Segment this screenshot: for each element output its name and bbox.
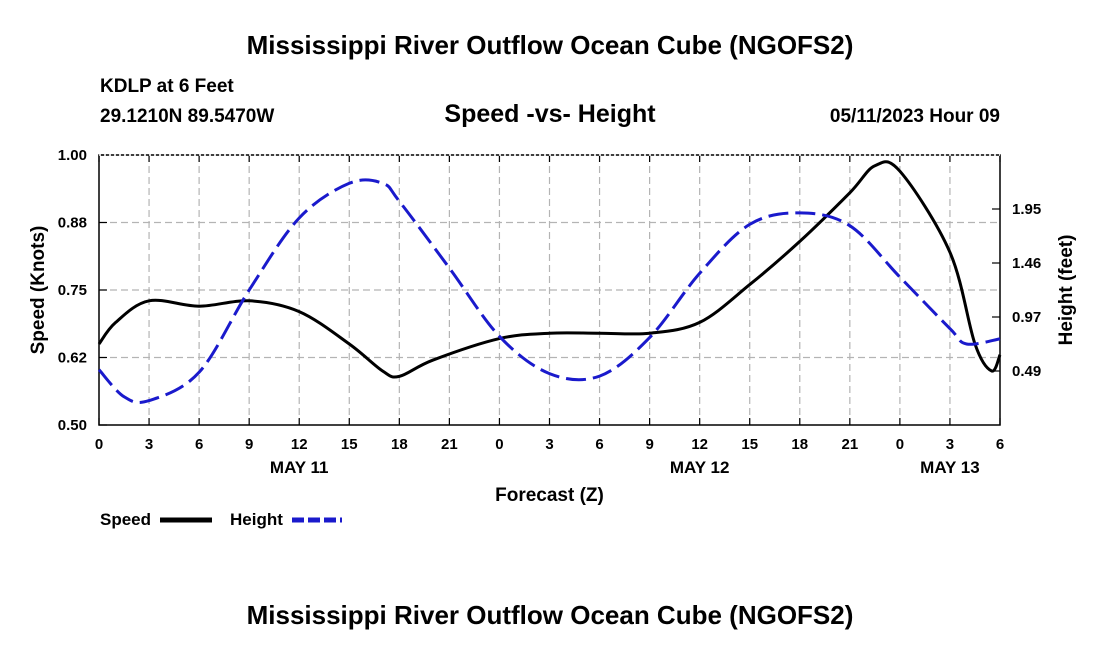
legend-speed-label: Speed xyxy=(100,510,152,529)
x-tick-label: 21 xyxy=(841,436,858,453)
date-label: MAY 11 xyxy=(270,458,329,477)
height-series-line xyxy=(97,178,1001,404)
x-tick-label: 0 xyxy=(495,436,503,453)
x-tick-label: 6 xyxy=(595,436,603,453)
date-label: MAY 12 xyxy=(670,458,730,477)
grid-lines xyxy=(99,155,1000,425)
x-tick-label: 0 xyxy=(95,436,103,453)
page-title: Mississippi River Outflow Ocean Cube (NG… xyxy=(246,30,854,60)
x-tick-label: 9 xyxy=(645,436,653,453)
datetime-label: 05/11/2023 Hour 09 xyxy=(829,106,1000,127)
date-label: MAY 13 xyxy=(920,458,980,477)
y-right-axis-title: Height (feet) xyxy=(1056,235,1077,346)
x-tick-label: 15 xyxy=(341,436,358,453)
y-left-tick-label: 0.50 xyxy=(58,417,87,434)
coordinates-label: 29.1210N 89.5470W xyxy=(100,106,275,127)
x-tick-label: 18 xyxy=(791,436,808,453)
x-tick-label: 9 xyxy=(245,436,253,453)
axis-labels: 0 3 6 9 12 15 18 21 0 3 6 9 12 15 18 21 0 3 6 1.00 0.88 0.75 0… xyxy=(28,147,1077,506)
x-tick-label: 12 xyxy=(291,436,308,453)
x-tick-label: 18 xyxy=(391,436,408,453)
speed-series-line xyxy=(97,160,1002,379)
x-tick-label: 6 xyxy=(996,436,1004,453)
series-lines xyxy=(97,160,1002,404)
x-tick-label: 3 xyxy=(946,436,954,453)
y-right-tick-label: 1.95 xyxy=(1012,201,1041,218)
legend-height-label: Height xyxy=(230,510,283,529)
y-right-tick-label: 0.97 xyxy=(1012,309,1041,326)
x-tick-label: 6 xyxy=(195,436,203,453)
chart-subtitle: Speed -vs- Height xyxy=(444,100,656,128)
x-tick-label: 15 xyxy=(741,436,758,453)
footer-title: Mississippi River Outflow Ocean Cube (NG… xyxy=(246,600,854,630)
y-left-axis-title: Speed (Knots) xyxy=(28,226,49,355)
x-tick-label: 0 xyxy=(896,436,904,453)
x-tick-label: 3 xyxy=(545,436,553,453)
y-left-tick-label: 0.62 xyxy=(58,350,87,367)
x-tick-label: 21 xyxy=(441,436,458,453)
y-right-tick-label: 1.46 xyxy=(1012,255,1041,272)
y-right-tick-label: 0.49 xyxy=(1012,363,1041,380)
x-tick-label: 12 xyxy=(691,436,708,453)
x-axis-title: Forecast (Z) xyxy=(495,485,604,506)
station-label: KDLP at 6 Feet xyxy=(100,76,234,97)
x-tick-label: 3 xyxy=(145,436,153,453)
y-left-tick-label: 0.75 xyxy=(58,282,87,299)
y-left-tick-label: 0.88 xyxy=(58,215,87,232)
y-left-tick-label: 1.00 xyxy=(58,147,87,164)
